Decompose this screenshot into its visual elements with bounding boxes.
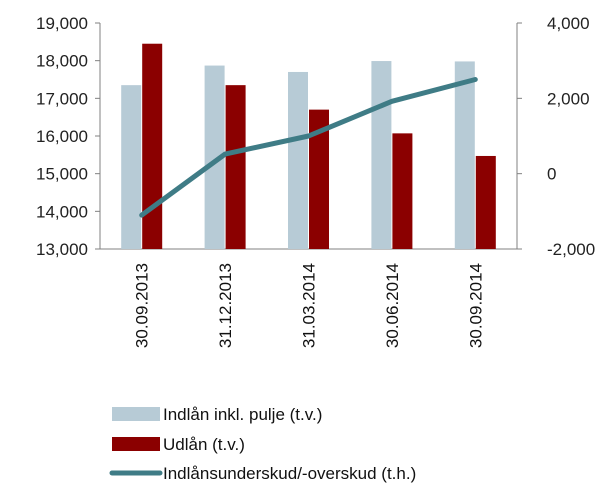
bar-loans [142,43,163,249]
bar-deposits [204,65,225,250]
bar-loans [475,155,496,249]
bar-deposits [454,61,475,249]
left-tick-label: 13,000 [36,240,88,259]
legend: Indlån inkl. pulje (t.v.) Udlån (t.v.) Ind… [109,405,416,483]
bar-deposits [371,61,392,249]
legend-swatch-deposits [112,407,160,421]
right-tick-label: -2,000 [547,240,595,259]
x-tick-label: 31.12.2013 [216,263,235,348]
legend-label: Indlånsunderskud/-overskud (t.h.) [163,464,416,483]
x-tick-label: 30.06.2014 [383,263,402,348]
bar-deposits [121,85,142,250]
left-tick-label: 16,000 [36,127,88,146]
bar-deposits [288,71,308,249]
legend-label: Indlån inkl. pulje (t.v.) [163,405,322,424]
bar-loans [392,133,413,249]
line-deficit-surplus [139,77,478,218]
bar-loans [309,109,329,249]
right-axis-ticks: -2,000 0 2,000 4,000 [517,14,595,259]
left-tick-label: 19,000 [36,14,88,33]
x-tick-label: 30.09.2013 [133,263,152,348]
bars [121,43,496,250]
left-tick-label: 14,000 [36,202,88,221]
x-tick-label: 30.09.2014 [466,263,485,348]
right-tick-label: 0 [547,165,556,184]
left-tick-label: 15,000 [36,165,88,184]
legend-swatch-loans [112,437,160,451]
bar-loans [225,85,246,250]
x-tick-label: 31.03.2014 [300,263,319,348]
left-axis-ticks: 13,000 14,000 15,000 16,000 17,000 18,000 19,0… [36,14,100,259]
series-line [139,77,478,218]
legend-label: Udlån (t.v.) [163,435,245,454]
right-tick-label: 4,000 [547,14,590,33]
left-tick-label: 17,000 [36,89,88,108]
x-axis-ticks: 30.09.2013 31.12.2013 31.03.2014 30.06.2014… [133,263,486,348]
left-tick-label: 18,000 [36,52,88,71]
right-tick-label: 2,000 [547,89,590,108]
